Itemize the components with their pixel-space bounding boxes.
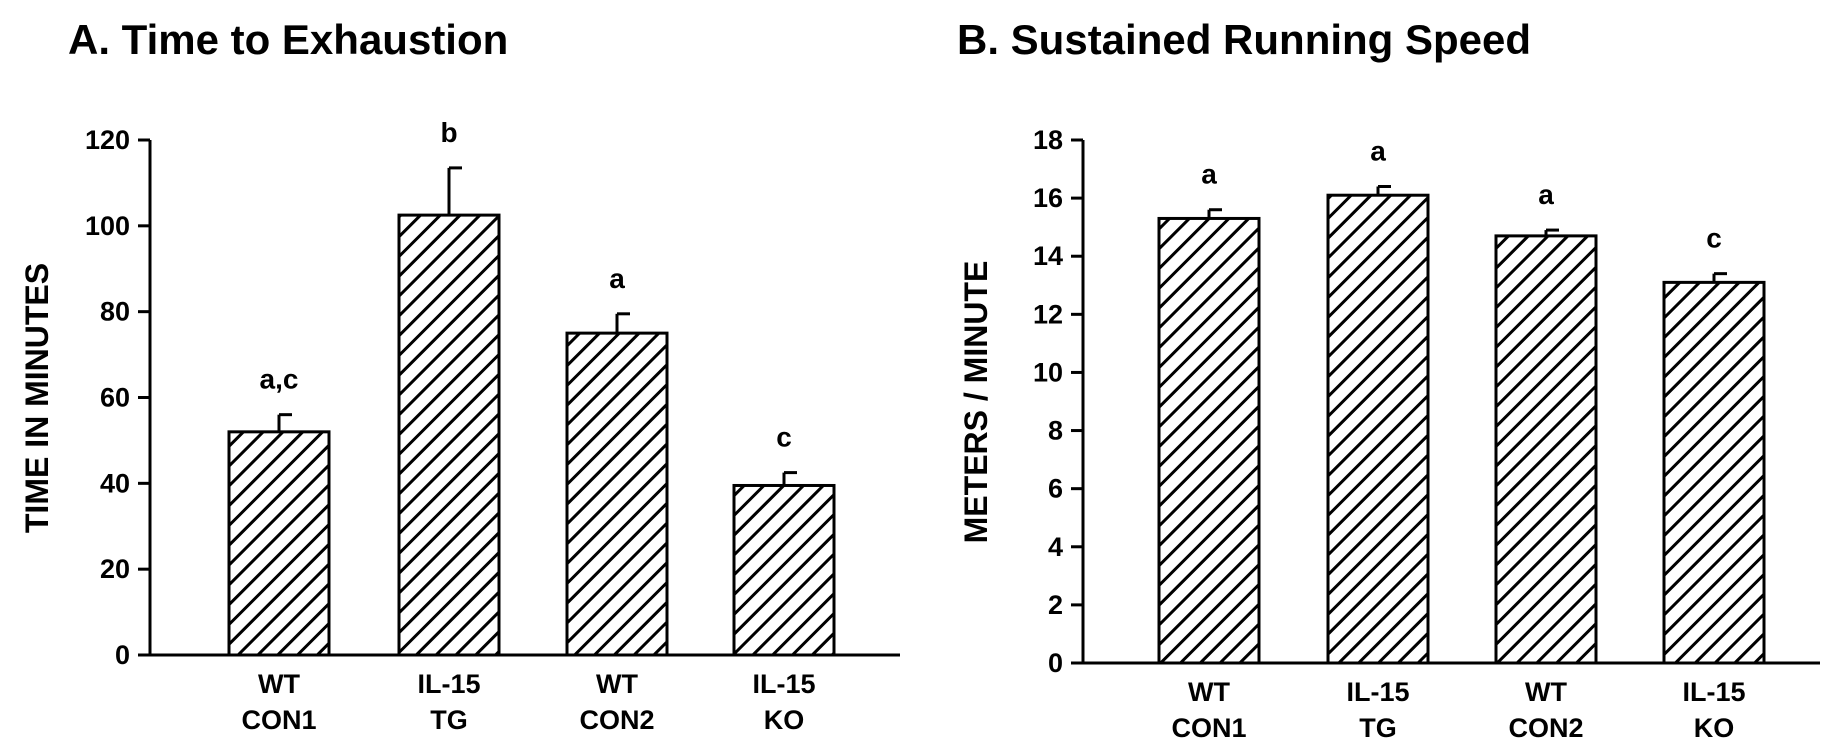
chart-a-significance-label: a <box>609 263 625 294</box>
chart-a-y-tick-label: 40 <box>100 468 130 498</box>
chart-a-y-axis-label: TIME IN MINUTES <box>19 263 55 533</box>
chart-a-y-tick-label: 80 <box>100 297 130 327</box>
chart-a-category-label: IL-15 <box>417 669 480 699</box>
chart-b-bar <box>1662 280 1766 665</box>
chart-b-bar <box>1326 193 1430 665</box>
chart-a-y-tick-label: 120 <box>85 125 130 155</box>
chart-b-category-label: WT <box>1525 677 1567 707</box>
chart-b-y-tick-label: 6 <box>1048 474 1063 504</box>
chart-b-category-label: CON2 <box>1508 713 1583 738</box>
chart-a-category-label: WT <box>596 669 638 699</box>
chart-a-bar <box>227 430 331 657</box>
chart-a-y-tick-label: 100 <box>85 211 130 241</box>
chart-a-bar <box>732 483 836 657</box>
chart-b-y-tick-label: 16 <box>1033 183 1063 213</box>
chart-b-bar <box>1157 216 1261 665</box>
chart-b-significance-label: c <box>1706 223 1722 254</box>
chart-b-y-tick-label: 0 <box>1048 648 1063 678</box>
chart-b-category-label: KO <box>1694 713 1735 738</box>
chart-a: TIME IN MINUTES 0 20 40 60 80 100 120 a,c WT CON1 b… <box>19 117 900 735</box>
chart-b-significance-label: a <box>1538 179 1554 210</box>
chart-b-y-tick-label: 10 <box>1033 357 1063 387</box>
chart-b-y-tick-label: 2 <box>1048 590 1063 620</box>
chart-b-y-tick-label: 14 <box>1033 241 1063 271</box>
chart-b-y-tick-label: 8 <box>1048 416 1063 446</box>
chart-b-title: B. Sustained Running Speed <box>957 16 1532 63</box>
chart-a-significance-label: b <box>440 117 457 148</box>
chart-a-category-label: IL-15 <box>752 669 815 699</box>
chart-b-category-label: IL-15 <box>1346 677 1409 707</box>
chart-b-y-tick-label: 18 <box>1033 125 1063 155</box>
chart-a-category-label: CON1 <box>241 705 316 735</box>
chart-b: METERS / MINUTE 0 2 4 6 8 10 12 14 16 18 a WT CON1 a IL… <box>958 125 1820 738</box>
chart-b-category-label: IL-15 <box>1682 677 1745 707</box>
chart-b-y-tick-label: 4 <box>1048 532 1063 562</box>
chart-a-bar <box>397 213 501 657</box>
chart-a-bar <box>565 331 669 657</box>
chart-a-y-tick-label: 60 <box>100 383 130 413</box>
chart-b-significance-label: a <box>1370 135 1386 166</box>
chart-a-category-label: WT <box>258 669 300 699</box>
chart-b-bar <box>1494 234 1598 665</box>
chart-a-significance-label: a,c <box>260 364 299 395</box>
chart-b-y-tick-label: 12 <box>1033 299 1063 329</box>
chart-b-y-axis-label: METERS / MINUTE <box>958 261 994 544</box>
chart-a-significance-label: c <box>776 422 792 453</box>
chart-a-category-label: TG <box>430 705 468 735</box>
chart-a-y-tick-label: 20 <box>100 554 130 584</box>
chart-b-category-label: WT <box>1188 677 1230 707</box>
chart-a-category-label: CON2 <box>579 705 654 735</box>
chart-b-significance-label: a <box>1201 159 1217 190</box>
chart-b-category-label: TG <box>1359 713 1397 738</box>
chart-a-y-tick-label: 0 <box>115 640 130 670</box>
chart-a-category-label: KO <box>764 705 805 735</box>
chart-b-category-label: CON1 <box>1171 713 1246 738</box>
chart-a-title: A. Time to Exhaustion <box>68 16 509 63</box>
